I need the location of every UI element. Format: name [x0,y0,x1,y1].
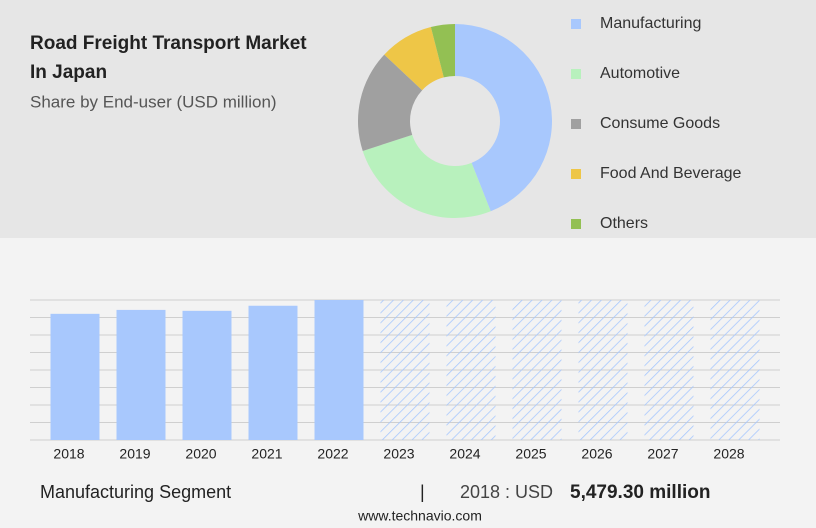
donut-slice [362,134,491,218]
x-tick-label: 2028 [713,446,744,462]
highlight-value: 5,479.30 million [570,482,710,503]
legend-swatch [571,219,581,229]
donut-slice [455,24,552,212]
title: Road Freight Transport Market [30,33,307,54]
legend-swatch [571,69,581,79]
legend-label: Automotive [600,65,680,82]
bar [248,305,298,440]
x-tick-label: 2027 [647,446,678,462]
donut-slice [430,24,455,78]
legend-swatch [571,19,581,29]
x-tick-label: 2019 [119,446,150,462]
bar [116,309,166,440]
source: www.technavio.com [357,508,482,524]
forecast-placeholder [380,300,430,440]
segment-label: Manufacturing Segment [40,482,231,502]
forecast-placeholder [710,300,760,440]
donut-slice [384,27,444,91]
title: In Japan [30,62,107,83]
year-label: 2018 : USD [460,482,553,502]
separator: | [420,482,425,502]
legend-label: Manufacturing [600,15,701,32]
legend-label: Consume Goods [600,115,720,132]
legend-label: Others [600,215,648,232]
legend-swatch [571,169,581,179]
x-tick-label: 2022 [317,446,348,462]
forecast-placeholder [512,300,562,440]
bar [314,300,364,440]
x-tick-label: 2025 [515,446,546,462]
x-tick-label: 2021 [251,446,282,462]
bar [50,313,100,440]
x-tick-label: 2020 [185,446,216,462]
x-tick-label: 2018 [53,446,84,462]
x-tick-label: 2024 [449,446,480,462]
forecast-placeholder [578,300,628,440]
forecast-placeholder [446,300,496,440]
legend-label: Food And Beverage [600,165,742,182]
subtitle: Share by End-user (USD million) [30,92,277,111]
donut-slice [358,54,423,151]
legend-swatch [571,119,581,129]
forecast-placeholder [644,300,694,440]
x-tick-label: 2026 [581,446,612,462]
x-tick-label: 2023 [383,446,414,462]
bar [182,310,232,440]
